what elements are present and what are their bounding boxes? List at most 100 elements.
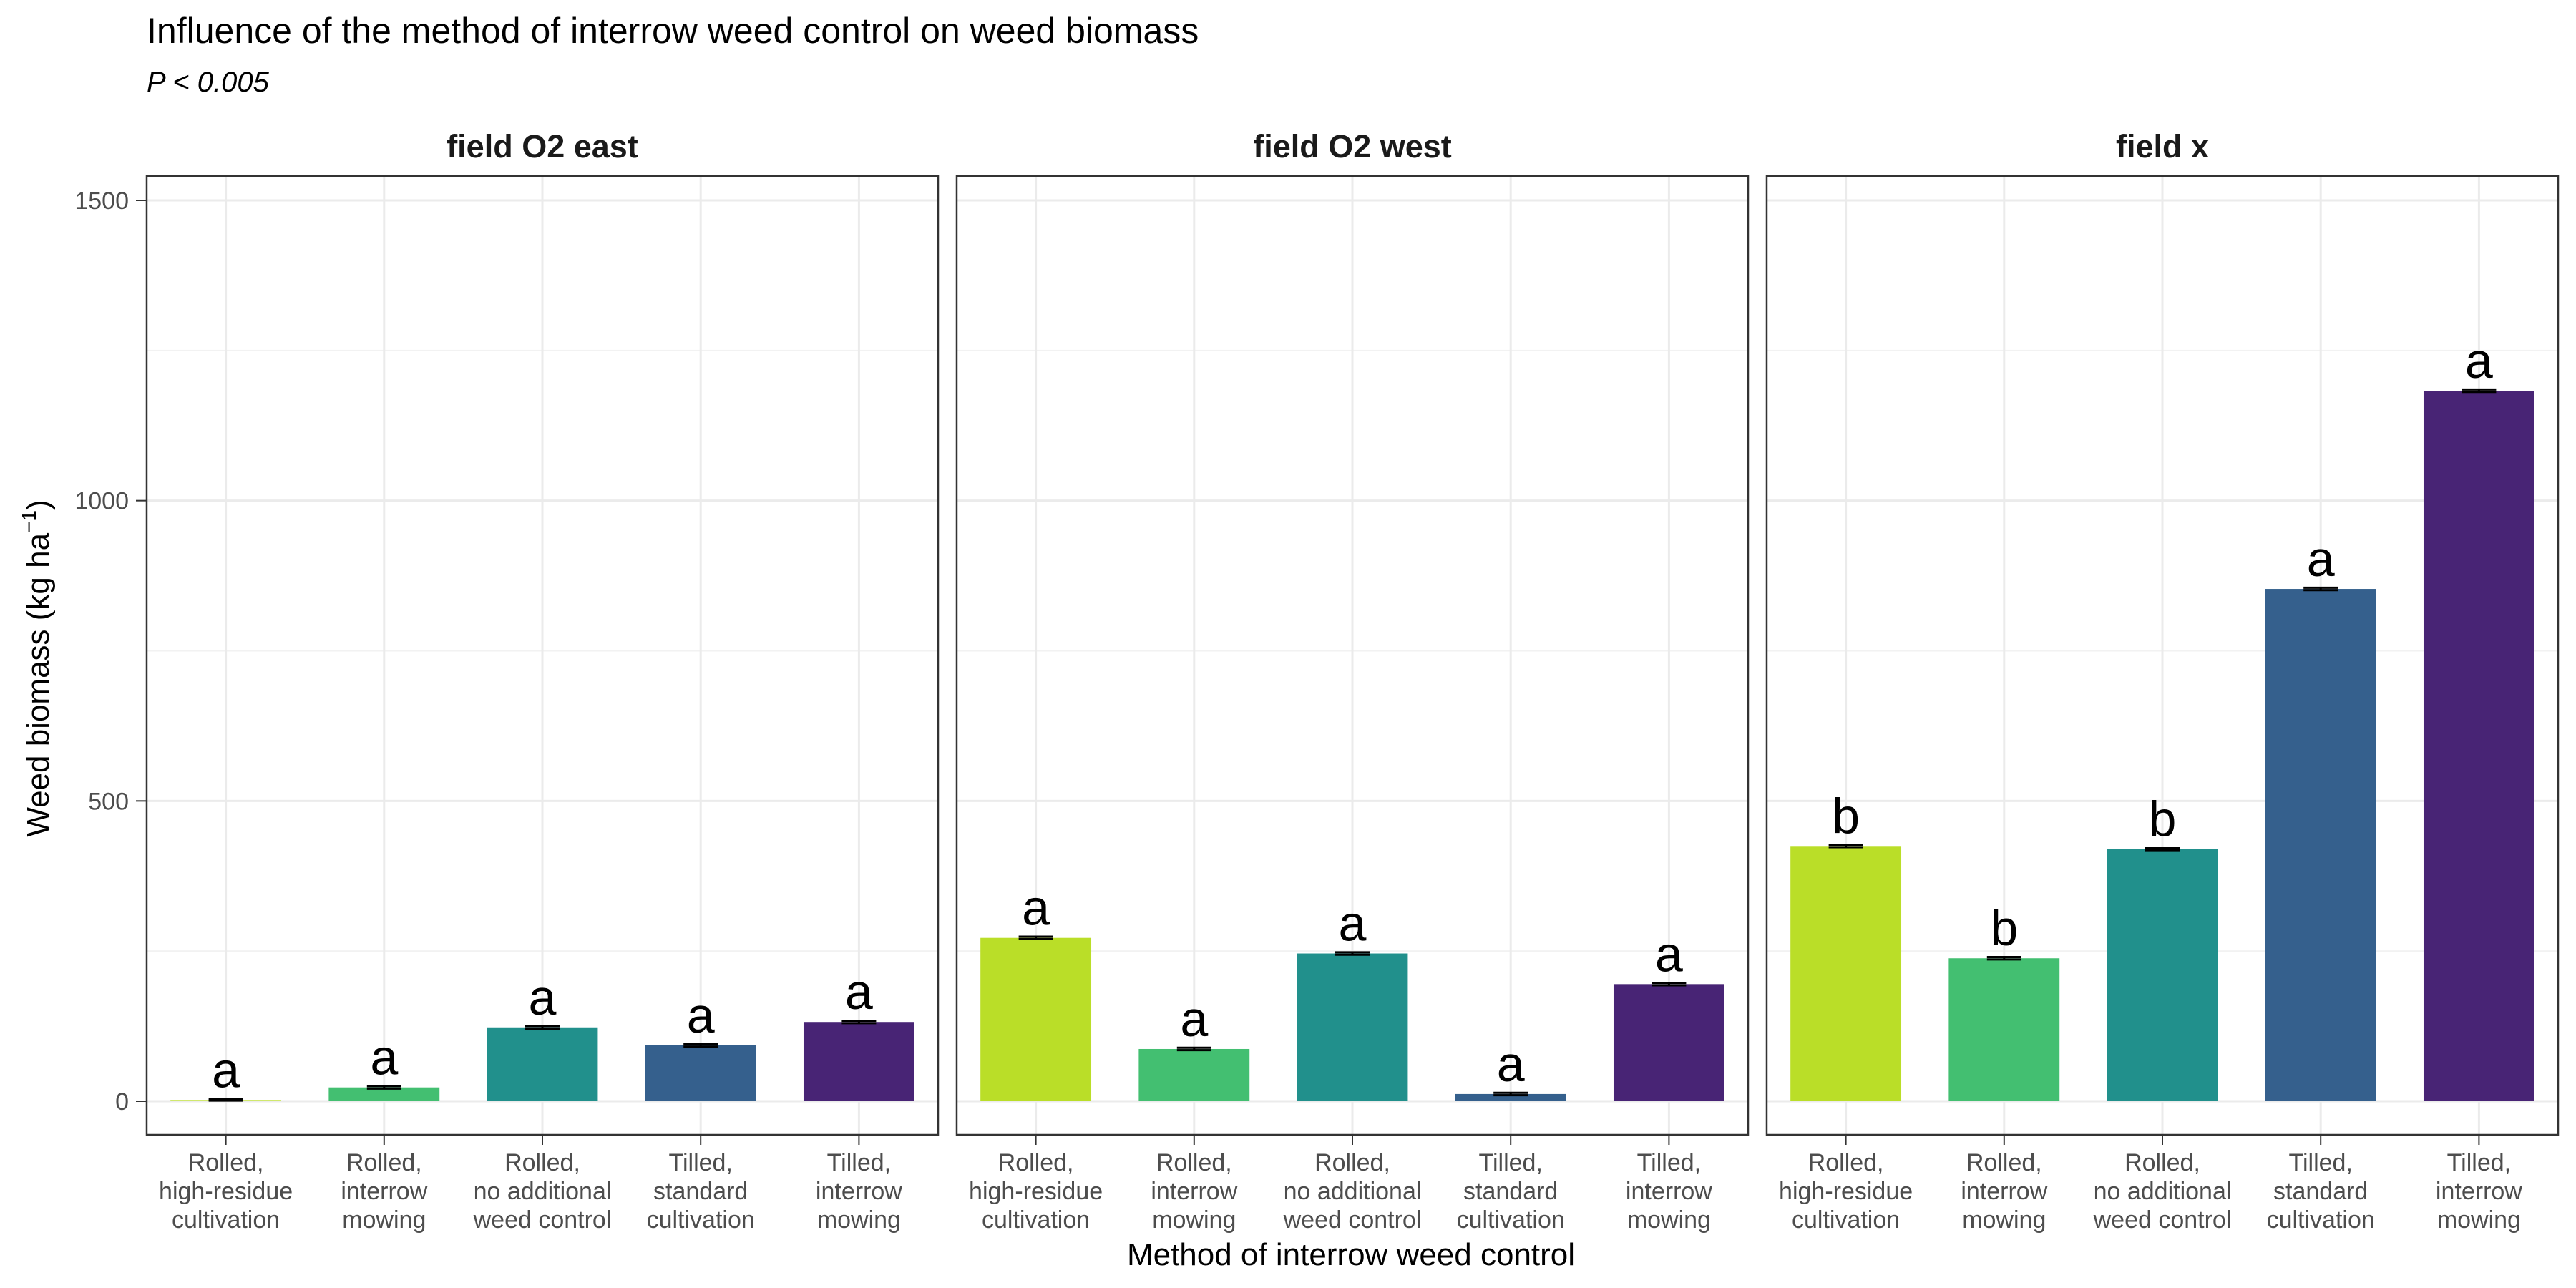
x-tick-label: Rolled, no additional weed control xyxy=(2093,1149,2232,1234)
y-axis-title-superscript: −1 xyxy=(18,510,40,533)
x-tick-label-line: mowing xyxy=(1962,1206,2046,1234)
significance-letter: a xyxy=(2307,531,2335,587)
x-tick-label-line: Rolled, xyxy=(504,1149,580,1176)
x-tick-label: Rolled, no additional weed control xyxy=(1283,1149,1422,1234)
x-tick-label: Tilled, interrow mowing xyxy=(2436,1149,2522,1234)
x-tick-label-line: standard xyxy=(653,1178,748,1205)
x-tick-label-line: Rolled, xyxy=(1966,1149,2042,1176)
x-tick-label: Rolled, no additional weed control xyxy=(473,1149,612,1234)
bar xyxy=(645,1045,756,1101)
x-tick-label-line: weed control xyxy=(2093,1206,2232,1234)
chart-subtitle: P < 0.005 xyxy=(147,67,270,98)
x-tick-label-line: standard xyxy=(1463,1178,1558,1205)
significance-letter: b xyxy=(1832,788,1860,844)
panel-border xyxy=(145,175,940,1136)
bar xyxy=(1948,958,2060,1101)
x-axis-title: Method of interrow weed control xyxy=(1127,1237,1575,1272)
facet-strip-label: field O2 west xyxy=(1253,128,1452,165)
bar xyxy=(803,1022,914,1101)
bar xyxy=(980,937,1092,1101)
significance-letter: a xyxy=(1497,1036,1525,1092)
x-tick-label-line: cultivation xyxy=(2267,1206,2375,1234)
x-tick-label-line: Rolled, xyxy=(1156,1149,1232,1176)
x-tick-label-line: no additional xyxy=(1284,1178,1422,1205)
x-tick-label: Rolled, interrow mowing xyxy=(341,1149,427,1234)
y-tick-label: 0 xyxy=(115,1088,129,1116)
bar xyxy=(2107,849,2218,1101)
significance-letter: a xyxy=(529,970,557,1025)
bar xyxy=(1455,1093,1566,1101)
x-tick-label-line: Tilled, xyxy=(668,1149,732,1176)
x-tick-label-line: interrow xyxy=(1626,1178,1712,1205)
x-tick-label-line: interrow xyxy=(1151,1178,1237,1205)
significance-letter: a xyxy=(2465,333,2493,389)
significance-letter: a xyxy=(1655,926,1683,982)
significance-letter: a xyxy=(845,964,873,1020)
x-tick-label-line: mowing xyxy=(1152,1206,1236,1234)
x-tick-label-line: weed control xyxy=(473,1206,612,1234)
x-tick-label-line: Rolled, xyxy=(1808,1149,1884,1176)
x-tick-label-line: Rolled, xyxy=(1314,1149,1390,1176)
x-tick-label-line: no additional xyxy=(474,1178,612,1205)
bar xyxy=(2423,391,2534,1101)
x-tick-label-line: Rolled, xyxy=(2124,1149,2200,1176)
x-tick-label-line: standard xyxy=(2273,1178,2368,1205)
x-tick-label: Rolled, high-residue cultivation xyxy=(159,1149,293,1234)
y-tick-label: 1000 xyxy=(74,488,129,515)
x-tick-label: Tilled, standard cultivation xyxy=(1457,1149,1565,1234)
x-tick-label-line: Tilled, xyxy=(2447,1149,2511,1176)
x-tick-label-line: no additional xyxy=(2094,1178,2232,1205)
x-tick-label: Rolled, high-residue cultivation xyxy=(1779,1149,1913,1234)
x-tick-label: Rolled, high-residue cultivation xyxy=(969,1149,1103,1234)
significance-letter: a xyxy=(1339,896,1367,952)
significance-letter: a xyxy=(1180,991,1208,1047)
facet-strip-label: field x xyxy=(2116,128,2209,165)
significance-letter: a xyxy=(1022,880,1050,936)
x-tick-label-line: high-residue xyxy=(969,1178,1103,1205)
x-tick-label-line: Rolled, xyxy=(998,1149,1074,1176)
x-tick-label-line: cultivation xyxy=(1792,1206,1900,1234)
bar xyxy=(1138,1048,1250,1101)
x-tick-label-line: mowing xyxy=(1627,1206,1711,1234)
x-tick-label-line: Tilled, xyxy=(1478,1149,1542,1176)
bar xyxy=(2265,589,2376,1101)
x-tick-label-line: interrow xyxy=(1961,1178,2047,1205)
chart-title: Influence of the method of interrow weed… xyxy=(147,11,1199,51)
x-tick-label-line: Tilled, xyxy=(1637,1149,1701,1176)
x-tick-label-line: cultivation xyxy=(1457,1206,1565,1234)
x-tick-label-line: weed control xyxy=(1283,1206,1422,1234)
x-tick-label-line: cultivation xyxy=(982,1206,1090,1234)
bar xyxy=(1790,846,1902,1101)
significance-letter: a xyxy=(370,1030,398,1085)
x-tick-label-line: mowing xyxy=(817,1206,901,1234)
x-tick-label-line: high-residue xyxy=(159,1178,293,1205)
facet-strip-label: field O2 east xyxy=(447,128,638,165)
x-tick-label-line: Rolled, xyxy=(188,1149,264,1176)
x-tick-label-line: cultivation xyxy=(647,1206,755,1234)
significance-letter: a xyxy=(687,987,715,1043)
x-tick-label-line: cultivation xyxy=(172,1206,280,1234)
x-tick-label-line: mowing xyxy=(342,1206,426,1234)
significance-letter: b xyxy=(1990,900,2018,956)
y-tick-label: 1500 xyxy=(74,187,129,215)
x-tick-label-line: Tilled, xyxy=(827,1149,891,1176)
x-tick-label: Rolled, interrow mowing xyxy=(1151,1149,1237,1234)
x-tick-label-line: interrow xyxy=(2436,1178,2522,1205)
y-axis-title: Weed biomass (kg ha−1) xyxy=(18,499,56,836)
bar xyxy=(328,1087,440,1101)
x-tick-label-line: Tilled, xyxy=(2288,1149,2352,1176)
x-tick-label: Tilled, interrow mowing xyxy=(816,1149,902,1234)
y-axis-title-close: ) xyxy=(21,499,56,510)
significance-letter: b xyxy=(2149,791,2177,847)
bar xyxy=(1613,984,1724,1101)
x-tick-label-line: high-residue xyxy=(1779,1178,1913,1205)
panel-border xyxy=(1765,175,2560,1136)
significance-letter: a xyxy=(212,1042,240,1098)
bar xyxy=(1297,953,1408,1101)
x-tick-label-line: Rolled, xyxy=(346,1149,422,1176)
